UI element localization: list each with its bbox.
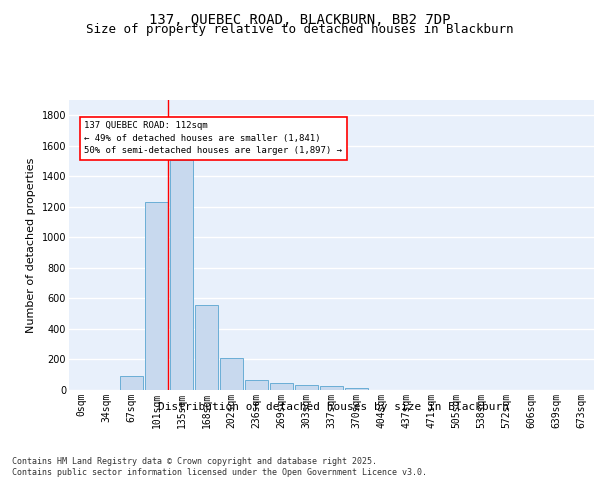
Text: 137 QUEBEC ROAD: 112sqm
← 49% of detached houses are smaller (1,841)
50% of semi: 137 QUEBEC ROAD: 112sqm ← 49% of detache… [85,122,343,156]
Bar [270,383,293,390]
Y-axis label: Number of detached properties: Number of detached properties [26,158,36,332]
Bar [220,358,243,390]
Text: 137, QUEBEC ROAD, BLACKBURN, BB2 7DP: 137, QUEBEC ROAD, BLACKBURN, BB2 7DP [149,12,451,26]
Bar [145,202,168,390]
Bar [170,160,193,390]
Bar [120,376,143,390]
Bar [320,386,343,390]
Bar [245,380,268,390]
Text: Size of property relative to detached houses in Blackburn: Size of property relative to detached ho… [86,24,514,36]
Text: Contains HM Land Registry data © Crown copyright and database right 2025.
Contai: Contains HM Land Registry data © Crown c… [12,458,427,477]
Bar [345,388,368,390]
Text: Distribution of detached houses by size in Blackburn: Distribution of detached houses by size … [158,402,509,412]
Bar [295,384,318,390]
Bar [195,304,218,390]
